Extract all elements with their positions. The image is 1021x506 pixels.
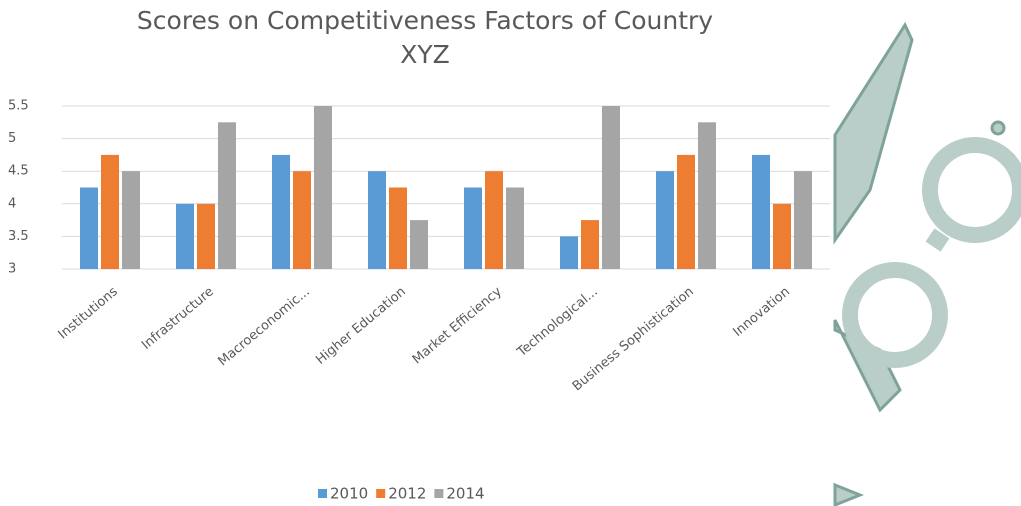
bar: [485, 171, 503, 269]
bar: [314, 106, 332, 269]
bar: [581, 220, 599, 269]
legend-swatch: [376, 489, 386, 498]
bar: [698, 122, 716, 269]
x-tick-label: Market Efficiency: [410, 284, 505, 367]
decoration: [833, 21, 1021, 506]
bar: [80, 187, 98, 269]
y-tick-label: 3.5: [8, 229, 29, 244]
bar: [389, 187, 407, 269]
x-tick-label: Innovation: [730, 284, 792, 340]
x-tick-label: Technological...: [514, 284, 601, 360]
bar: [677, 154, 695, 269]
y-tick-label: 5.5: [8, 99, 29, 114]
bar: [464, 187, 482, 269]
bar: [293, 171, 311, 269]
chart-title: Scores on Competitiveness Factors of Cou…: [136, 6, 714, 69]
bar: [602, 106, 620, 269]
bar: [176, 203, 194, 269]
x-tick-label: Infrastructure: [139, 284, 217, 353]
legend-label: 2012: [388, 485, 426, 503]
y-tick-label: 4: [8, 196, 16, 211]
bar: [218, 122, 236, 269]
x-tick-label: Institutions: [56, 284, 121, 342]
bar: [506, 187, 524, 269]
bar: [368, 171, 386, 269]
legend-label: 2010: [330, 485, 368, 503]
y-tick-label: 5: [8, 131, 16, 146]
bar: [794, 171, 812, 269]
bar: [101, 154, 119, 269]
bar: [560, 236, 578, 269]
bar: [410, 220, 428, 269]
x-tick-label: Macroeconomic...: [215, 284, 312, 369]
bar: [272, 154, 290, 269]
legend-label: 2014: [446, 485, 484, 503]
bar: [656, 171, 674, 269]
bar: [752, 154, 770, 269]
y-tick-label: 4.5: [8, 164, 29, 179]
x-tick-label: Higher Education: [313, 284, 408, 368]
legend-swatch: [318, 489, 327, 498]
bar: [773, 203, 791, 269]
bar: [122, 171, 140, 269]
bar: [197, 203, 215, 269]
y-tick-label: 3: [8, 262, 16, 277]
legend-swatch: [434, 489, 444, 498]
